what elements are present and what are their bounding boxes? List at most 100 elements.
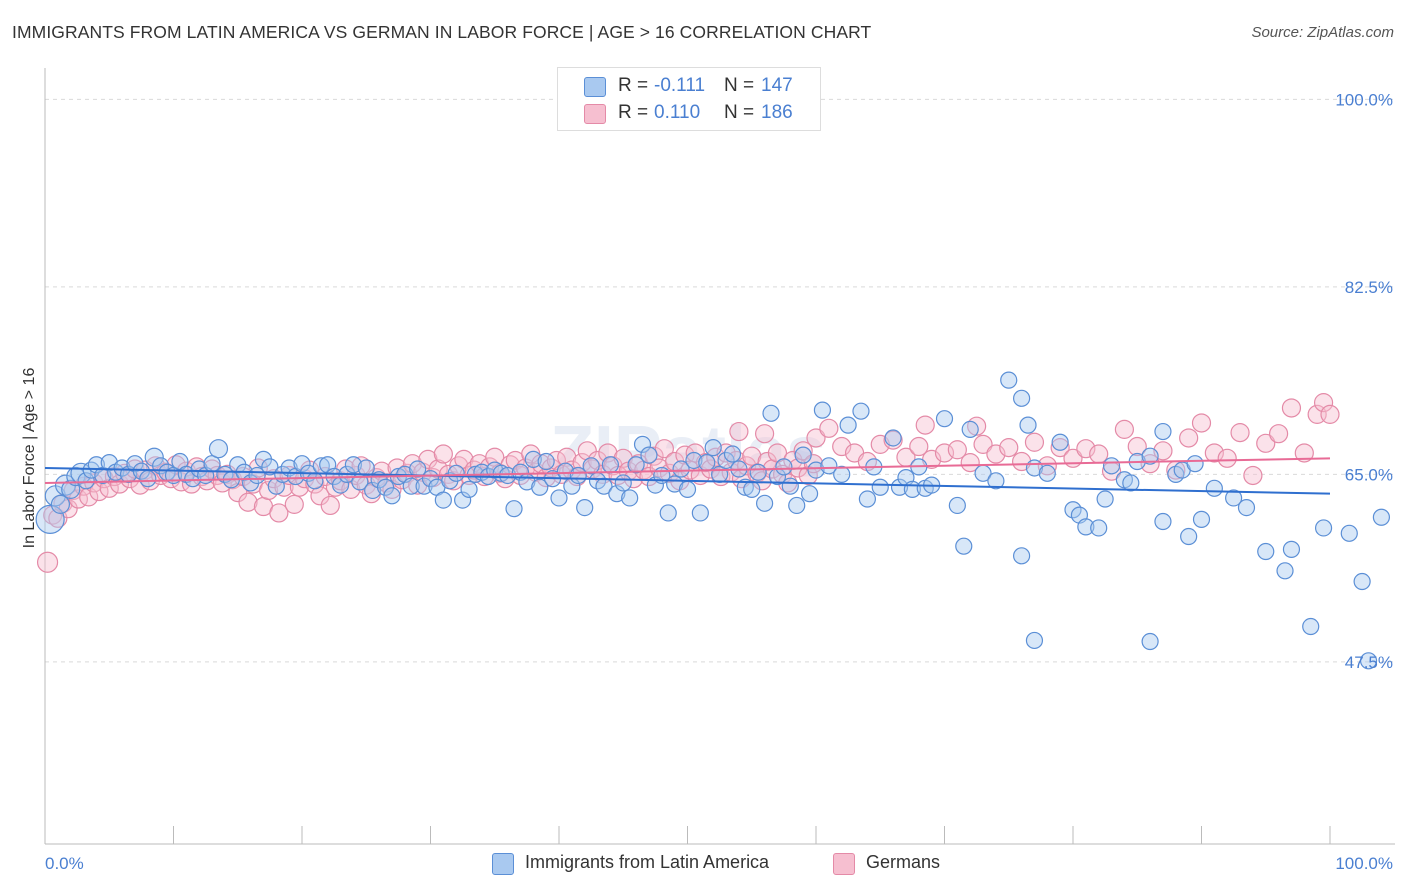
latin-america-point — [1359, 652, 1378, 670]
latin-america-point — [659, 504, 677, 522]
latin-america-point — [1051, 433, 1069, 451]
latin-america-point — [1314, 519, 1333, 537]
y-tick-label-2: 65.0% — [1345, 465, 1393, 484]
latin-america-point — [376, 478, 395, 496]
latin-america-point — [511, 463, 530, 481]
latin-america-point — [434, 491, 452, 509]
germans-point — [806, 428, 826, 448]
latin-america-point — [627, 456, 645, 474]
latin-america-point — [1257, 542, 1275, 561]
latin-america-point — [755, 494, 774, 512]
source-note: Source: ZipAtlas.com — [1251, 24, 1394, 41]
latin-america-point — [190, 460, 208, 478]
latin-america-point — [698, 454, 716, 472]
germans-point — [1024, 432, 1045, 452]
y-tick-label-1: 82.5% — [1345, 278, 1393, 297]
latin-america-point — [1141, 632, 1159, 651]
germans-point — [654, 439, 674, 459]
latin-america-point — [749, 463, 767, 481]
latin-america-point — [454, 491, 472, 509]
latin-america-point — [261, 458, 279, 476]
latin-america-point — [858, 490, 877, 508]
latin-america-point — [1096, 490, 1114, 508]
latin-america-point — [306, 472, 324, 490]
germans-point — [973, 434, 993, 454]
latin-america-point — [1102, 457, 1121, 475]
legend-row-latin-america: R = -0.111 N = 147 — [558, 74, 820, 100]
latin-america-point — [61, 479, 81, 499]
legend-swatch-pink — [833, 853, 855, 875]
latin-america-point — [524, 450, 542, 468]
latin-america-point — [1353, 572, 1371, 591]
latin-america-point — [871, 478, 889, 496]
latin-america-point — [1019, 416, 1037, 434]
r-value: -0.111 — [654, 75, 706, 96]
latin-america-point — [531, 478, 549, 496]
latin-america-point — [402, 477, 420, 495]
legend-label: Germans — [866, 852, 941, 872]
latin-america-point — [1012, 389, 1031, 407]
germans-point — [1050, 438, 1070, 458]
latin-america-point — [762, 404, 780, 422]
germans-point — [238, 492, 258, 512]
latin-america-point — [640, 446, 658, 464]
latin-america-point — [775, 458, 793, 476]
germans-point — [1320, 404, 1340, 424]
germans-point — [1127, 436, 1147, 457]
latin-america-point — [1038, 464, 1056, 482]
germans-point — [1243, 465, 1263, 486]
latin-america-point — [839, 416, 857, 434]
y-tick-label-0: 100.0% — [1335, 90, 1393, 109]
latin-america-point — [1282, 540, 1301, 558]
latin-america-point — [460, 480, 478, 498]
latin-america-point — [537, 452, 555, 471]
germans-point — [999, 438, 1019, 458]
latin-america-point — [678, 480, 697, 498]
latin-america-point — [550, 489, 568, 507]
latin-america-point — [1012, 547, 1031, 565]
germans-point — [269, 503, 289, 523]
r-label: R = — [618, 75, 649, 96]
latin-america-point — [499, 466, 517, 485]
germans-point — [1191, 413, 1212, 433]
germans-point — [1256, 433, 1276, 453]
latin-america-point — [1141, 447, 1159, 465]
latin-america-point — [807, 461, 825, 479]
legend-swatch-pink — [584, 104, 606, 124]
germans-point — [1076, 439, 1096, 459]
latin-america-point — [788, 496, 806, 515]
latin-america-point — [582, 457, 600, 475]
latin-america-point — [1122, 474, 1140, 492]
germans-point — [960, 453, 980, 473]
trendlines — [44, 457, 1331, 495]
legend-label: Immigrants from Latin America — [525, 852, 770, 872]
latin-america-point — [1372, 508, 1391, 526]
latin-america-point — [576, 499, 594, 517]
latin-america-trendline — [44, 466, 1331, 495]
germans-point — [577, 441, 597, 461]
germans-point — [258, 480, 279, 501]
latin-america-point — [884, 429, 902, 447]
latin-america-point — [447, 464, 465, 482]
x-tick-label-min: 0.0% — [45, 854, 84, 873]
germans-point — [793, 441, 813, 461]
latin-america-point — [505, 500, 523, 518]
legend-row-germans: R = 0.110 N = 186 — [558, 101, 820, 127]
latin-america-point — [717, 451, 735, 470]
latin-america-point — [633, 435, 652, 453]
germans-point — [1294, 443, 1314, 463]
series-legend: Immigrants from Latin America Germans — [0, 852, 1406, 876]
latin-america-point — [144, 447, 164, 467]
latin-america-point — [955, 537, 973, 555]
latin-america-point — [364, 481, 382, 500]
germans-point — [1114, 419, 1135, 439]
latin-america-point — [1186, 455, 1204, 473]
latin-america-point — [820, 457, 838, 475]
latin-america-point — [113, 459, 131, 477]
latin-america-point — [685, 451, 703, 470]
latin-america-point — [1077, 518, 1095, 536]
latin-america-point — [794, 446, 812, 464]
latin-america-point — [723, 445, 742, 463]
latin-america-point — [704, 439, 722, 457]
germans-point — [1230, 423, 1250, 443]
